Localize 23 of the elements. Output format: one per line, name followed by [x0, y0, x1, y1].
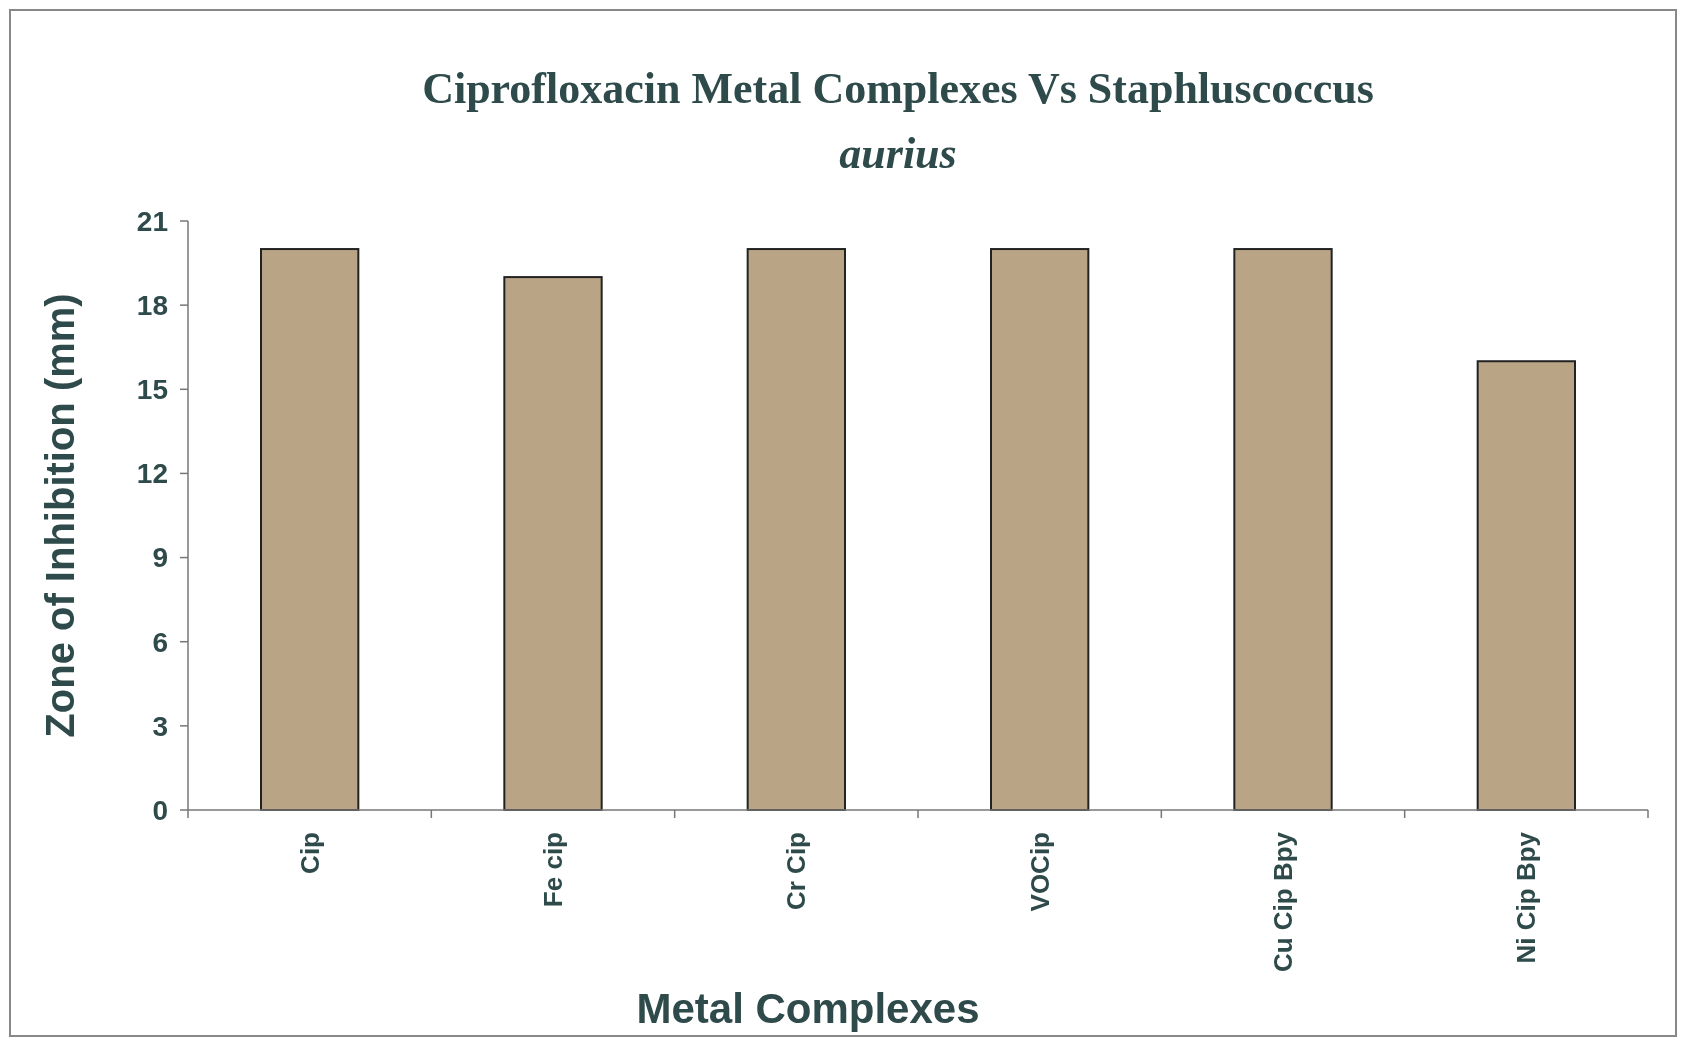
bar [260, 248, 360, 811]
y-tick-label: 0 [152, 794, 168, 826]
y-tick-label: 12 [136, 458, 168, 490]
x-axis-title: Metal Complexes [636, 985, 980, 1032]
y-tick-label: 21 [136, 205, 168, 237]
bar [1233, 248, 1333, 811]
y-axis-title: Zone of Inhibition (mm) [38, 293, 82, 738]
x-tick-label: VOCip [1024, 832, 1055, 912]
x-tick-label: Cip [294, 832, 325, 874]
x-tick-label: Cu Cip Bpy [1268, 831, 1299, 973]
x-tick-label: Fe cip [538, 832, 569, 908]
y-tick-label: 9 [152, 542, 168, 574]
bar [990, 248, 1090, 811]
y-tick-label: 15 [136, 374, 168, 406]
bar [1476, 360, 1576, 811]
x-tick-label: Cr Cip [781, 832, 812, 910]
chart-title: Ciprofloxacin Metal Complexes Vs Staphluscoccus aurius [422, 64, 1374, 178]
bar [503, 276, 603, 811]
y-tick-label: 18 [136, 289, 168, 321]
x-tick-label: Ni Cip Bpy [1511, 831, 1542, 964]
y-tick-label: 3 [152, 710, 168, 742]
y-tick-label: 6 [152, 626, 168, 658]
bar [746, 248, 846, 811]
